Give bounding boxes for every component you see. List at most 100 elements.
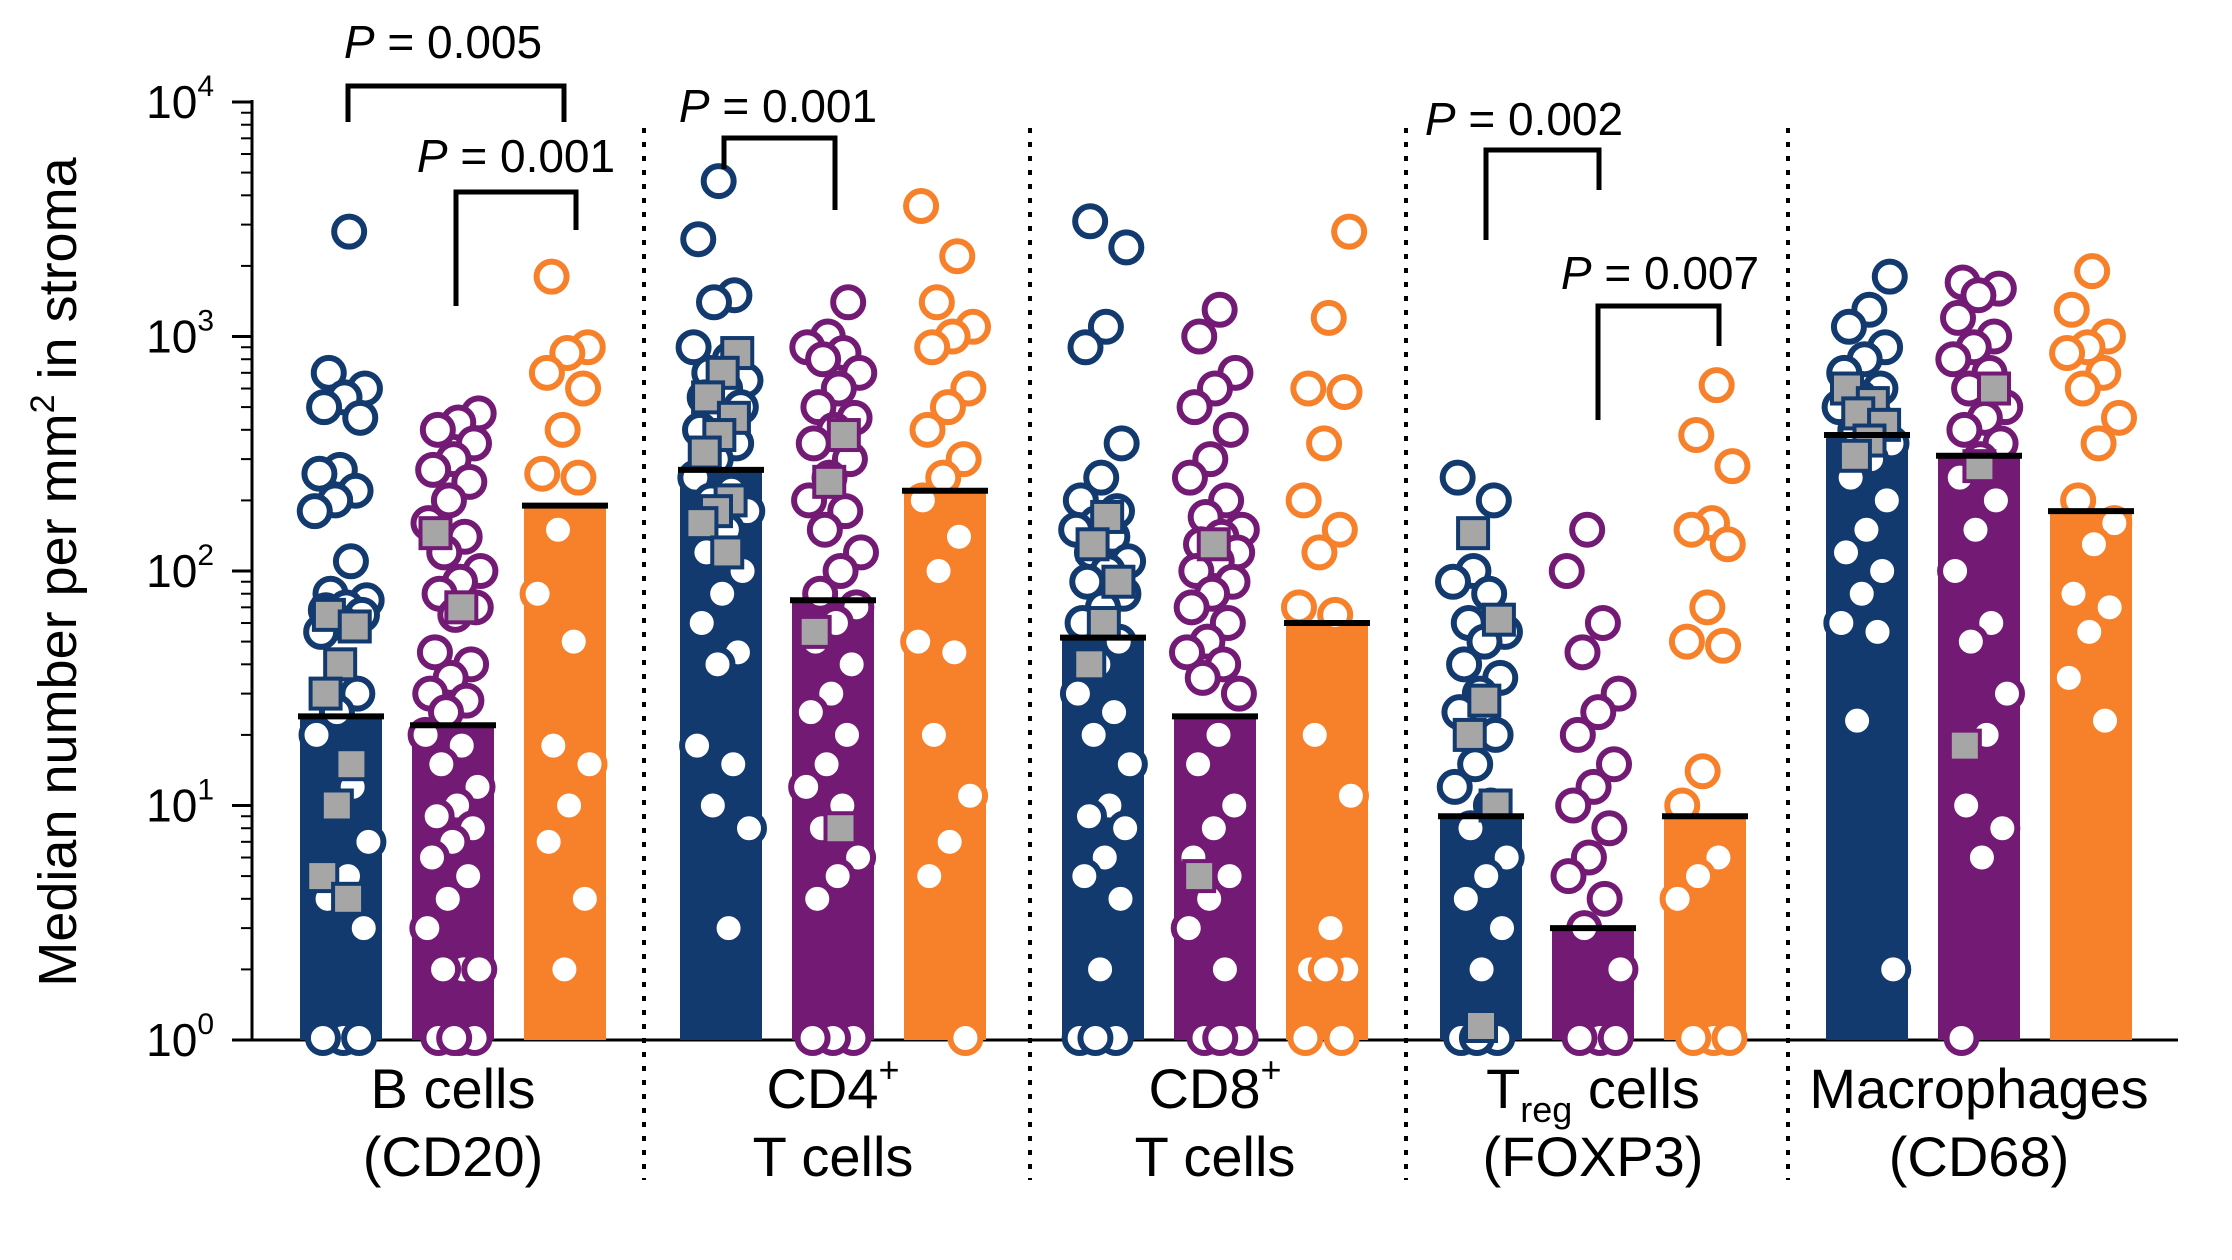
data-point-circle xyxy=(1952,623,1989,660)
data-point-square xyxy=(1456,516,1491,551)
data-point-circle xyxy=(1559,716,1596,753)
data-point-circle xyxy=(524,455,561,492)
group-1: CD4+T cells xyxy=(675,163,991,1188)
data-point-circle xyxy=(1711,1020,1748,1056)
data-point-circle xyxy=(830,284,867,321)
data-point-circle xyxy=(560,459,597,496)
data-point-circle xyxy=(1684,753,1721,790)
y-tick-base: 10 xyxy=(146,311,197,363)
data-point-circle xyxy=(1948,787,1985,824)
category-label-text: T cells xyxy=(1135,1125,1296,1188)
data-point-circle xyxy=(2055,575,2092,612)
data-point-circle xyxy=(1220,675,1257,712)
data-point-circle xyxy=(571,746,608,783)
data-point-circle xyxy=(936,634,973,671)
data-point-circle xyxy=(1668,623,1705,660)
data-point-circle xyxy=(1281,589,1317,626)
data-point-circle xyxy=(1332,777,1369,814)
data-point-square xyxy=(687,435,722,470)
data-point-circle xyxy=(1111,746,1148,783)
data-point-circle xyxy=(952,777,989,814)
data-point-circle xyxy=(911,858,948,895)
data-point-circle xyxy=(1830,308,1867,345)
data-point-circle xyxy=(1705,627,1742,664)
data-point-circle xyxy=(704,575,741,612)
data-point-circle xyxy=(1984,810,2021,847)
significance-bracket: P = 0.005 xyxy=(344,16,567,122)
category-label-text: (CD20) xyxy=(363,1125,543,1188)
data-point-circle xyxy=(1569,511,1606,548)
bracket-line xyxy=(1483,147,1602,240)
y-tick-label: 103 xyxy=(146,305,214,363)
data-point-circle xyxy=(679,727,716,764)
data-point-circle xyxy=(1077,1020,1114,1056)
y-axis-label-main: Median number per mm xyxy=(28,413,88,986)
data-point-circle xyxy=(1555,787,1592,824)
data-point-circle xyxy=(1180,746,1217,783)
data-point-circle xyxy=(1580,694,1617,731)
data-point-circle xyxy=(1082,951,1119,988)
data-point-circle xyxy=(1960,277,1997,314)
p-value-label: P = 0.001 xyxy=(417,130,615,182)
data-point-circle xyxy=(1875,951,1912,988)
category-label-text: B cells xyxy=(371,1057,536,1120)
data-point-circle xyxy=(2096,505,2133,542)
data-point-circle xyxy=(1066,858,1103,895)
data-point-circle xyxy=(1306,425,1343,462)
data-point-circle xyxy=(1202,1020,1239,1056)
y-tick-base: 10 xyxy=(146,76,197,128)
data-point-circle xyxy=(1200,716,1237,753)
data-point-circle xyxy=(1059,675,1096,712)
data-point-circle xyxy=(1463,951,1500,988)
data-point-circle xyxy=(1675,1020,1712,1056)
data-point-circle xyxy=(788,768,825,805)
data-point-circle xyxy=(1176,389,1213,426)
significance-bracket: P = 0.007 xyxy=(1561,247,1759,420)
data-point-circle xyxy=(2050,659,2087,696)
y-tick-base: 10 xyxy=(146,780,197,832)
y-tick-label: 104 xyxy=(146,70,214,128)
group-4: Macrophages(CD68) xyxy=(1809,253,2149,1188)
data-point-circle xyxy=(1859,613,1896,650)
y-tick-label: 102 xyxy=(146,539,214,597)
data-point-circle xyxy=(2071,613,2108,650)
data-point-circle xyxy=(450,858,487,895)
category-label-subscript: reg xyxy=(1520,1089,1572,1130)
category-label-text: T xyxy=(1486,1057,1520,1120)
category-label-superscript: + xyxy=(879,1049,900,1090)
data-point-circle xyxy=(694,787,731,824)
p-value-label: P = 0.001 xyxy=(679,80,877,132)
data-point-circle xyxy=(1957,511,1994,548)
data-point-circle xyxy=(2049,335,2086,372)
data-point-circle xyxy=(1659,880,1696,917)
data-point-circle xyxy=(1468,858,1505,895)
data-point-circle xyxy=(1680,858,1716,895)
data-point-circle xyxy=(310,354,347,391)
data-point-circle xyxy=(566,880,603,917)
data-point-circle xyxy=(794,1020,831,1056)
category-label-text: (CD68) xyxy=(1889,1125,2069,1188)
data-point-circle xyxy=(1664,787,1701,824)
significance-bracket: P = 0.001 xyxy=(417,130,615,306)
data-point-circle xyxy=(696,284,732,321)
data-point-circle xyxy=(528,354,565,391)
data-point-circle xyxy=(1290,370,1327,407)
data-point-circle xyxy=(1937,553,1974,589)
data-point-circle xyxy=(1436,768,1473,805)
data-point-circle xyxy=(805,341,842,378)
p-value-number: = 0.001 xyxy=(710,80,878,132)
data-point-circle xyxy=(1326,373,1363,410)
data-point-circle xyxy=(710,910,747,947)
data-point-circle xyxy=(941,518,977,555)
y-tick-exponent: 4 xyxy=(197,70,214,103)
y-tick-label: 100 xyxy=(146,1008,214,1066)
data-point-square xyxy=(710,535,745,570)
y-axis-label: Median number per mm2 in stroma xyxy=(24,156,88,986)
p-value-symbol: P xyxy=(1425,93,1456,145)
data-point-circle xyxy=(833,646,870,683)
data-point-circle xyxy=(1287,1020,1324,1056)
category-label-line: T cells xyxy=(1135,1125,1296,1188)
data-point-circle xyxy=(1452,810,1489,847)
data-point-square xyxy=(444,590,479,625)
data-point-circle xyxy=(1868,482,1905,519)
